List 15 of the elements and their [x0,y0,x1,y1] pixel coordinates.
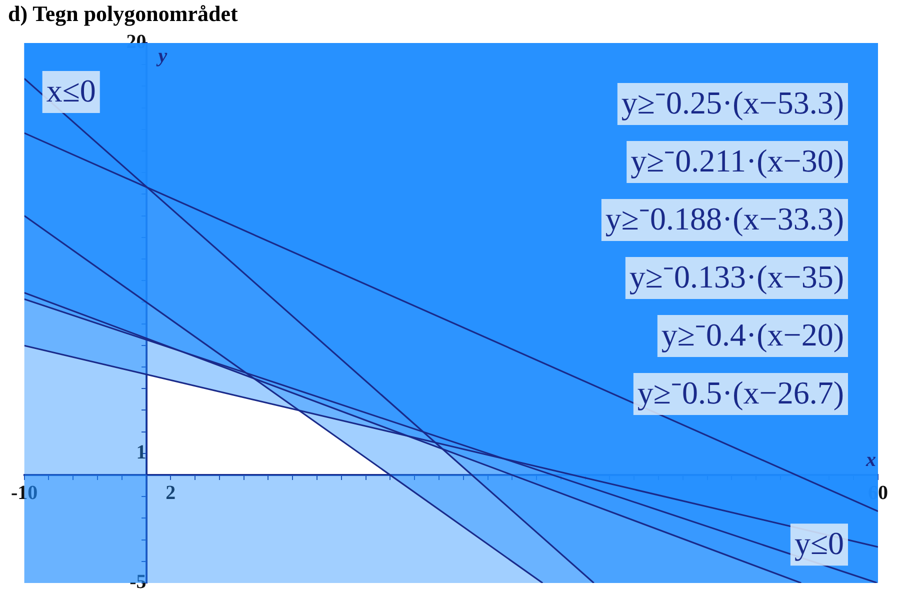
annotation: y≥⁻0.5·(x−26.7) [637,374,844,410]
y-axis-title: y [156,45,168,68]
chart-title: d) Tegn polygonområdet [8,0,239,28]
annotation: y≥⁻0.133·(x−35) [629,258,844,294]
annotation: y≥⁻0.211·(x−30) [630,142,844,178]
x-tick-label: 2 [166,482,176,504]
band-label: x≤0 [46,72,96,108]
x-axis-title: x [865,449,876,472]
annotation: y≥⁻0.188·(x−33.3) [605,200,844,236]
y-tick-label: -5 [130,571,146,594]
band-label: y≤0 [794,525,844,562]
annotation: y≥⁻0.4·(x−20) [661,316,844,352]
y-tick-label: 1 [136,442,146,464]
x-tick-label: -10 [10,482,38,504]
annotation: y≥⁻0.25·(x−53.3) [621,84,844,120]
